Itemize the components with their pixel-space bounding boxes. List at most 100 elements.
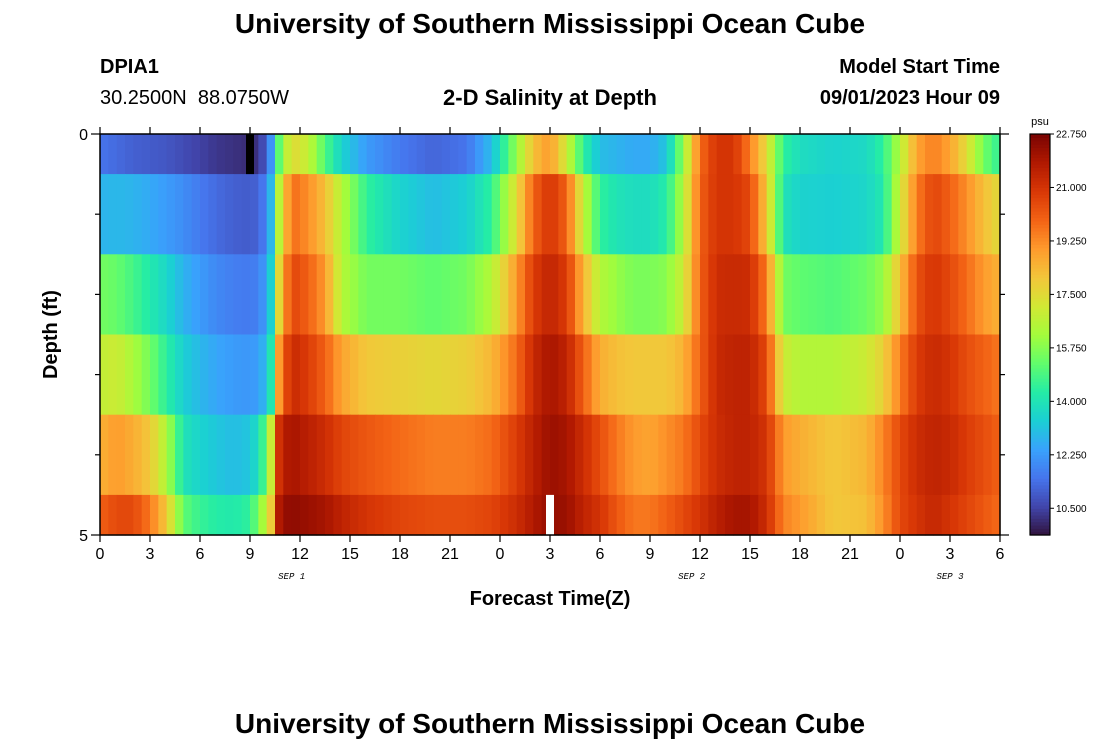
heatmap-cell — [991, 254, 1001, 336]
colorbar-segment — [1030, 508, 1050, 513]
heatmap-cell — [150, 254, 159, 336]
heatmap-cell — [883, 254, 893, 336]
heatmap-cell — [341, 334, 351, 416]
colorbar-segment — [1030, 448, 1050, 453]
heatmap-cell — [658, 254, 668, 336]
colorbar-segment — [1030, 297, 1050, 302]
heatmap-cell — [933, 174, 943, 255]
heatmap-cell — [608, 134, 618, 175]
heatmap-cell — [983, 174, 993, 255]
heatmap-cell — [983, 334, 993, 416]
heatmap-cell — [758, 134, 768, 175]
heatmap-cell — [216, 334, 226, 416]
colorbar-segment — [1030, 404, 1050, 409]
x-tick-label: 0 — [496, 546, 505, 563]
heatmap-cell — [133, 174, 143, 255]
heatmap-cell — [891, 414, 901, 496]
heatmap-cell — [966, 174, 976, 255]
heatmap-cell — [766, 134, 776, 175]
colorbar-segment — [1030, 464, 1050, 469]
heatmap-cell — [725, 174, 734, 255]
heatmap-cell — [133, 134, 143, 175]
heatmap-cell — [275, 334, 284, 416]
heatmap-cell — [750, 174, 759, 255]
heatmap-cell — [116, 414, 126, 496]
heatmap-cell — [908, 134, 918, 175]
colorbar-tick-label: 10.500 — [1056, 504, 1087, 515]
heatmap-cell — [300, 134, 309, 175]
heatmap-cell — [825, 174, 834, 255]
heatmap-cell — [141, 414, 151, 496]
y-tick-label: 0 — [79, 127, 88, 144]
heatmap-cell — [925, 414, 934, 496]
heatmap-cell — [183, 334, 193, 416]
colorbar-segment — [1030, 361, 1050, 366]
heatmap-cell — [800, 334, 809, 416]
heatmap-cell — [283, 134, 293, 175]
colorbar-segment — [1030, 511, 1050, 516]
colorbar-segment — [1030, 321, 1050, 326]
heatmap-cell — [216, 134, 226, 175]
heatmap-cell — [741, 334, 751, 416]
heatmap-cell — [550, 174, 559, 255]
heatmap-cell — [133, 254, 143, 336]
x-tick-label: 6 — [196, 546, 205, 563]
heatmap-cell — [550, 254, 559, 336]
heatmap-cell — [875, 494, 884, 536]
heatmap-cell — [616, 414, 626, 496]
heatmap-cell — [358, 414, 368, 496]
heatmap-cell — [733, 334, 743, 416]
heatmap-cell — [633, 334, 643, 416]
heatmap-cell — [550, 334, 559, 416]
heatmap-cell — [716, 134, 726, 175]
heatmap-cell — [158, 254, 168, 336]
heatmap-cell — [416, 174, 426, 255]
heatmap-cell — [433, 414, 443, 496]
heatmap-cell — [391, 134, 401, 175]
heatmap-cell — [258, 494, 268, 536]
heatmap-cell — [941, 254, 951, 336]
heatmap-cell — [275, 174, 284, 255]
heatmap-cell — [408, 414, 418, 496]
colorbar-segment — [1030, 528, 1050, 533]
heatmap-cell — [641, 174, 651, 255]
heatmap-cell — [841, 134, 851, 175]
heatmap-cell — [608, 334, 618, 416]
x-tick-label: 6 — [596, 546, 605, 563]
heatmap-cell — [183, 174, 193, 255]
heatmap-cell — [283, 334, 293, 416]
heatmap-cell — [266, 414, 276, 496]
heatmap-cell — [325, 414, 334, 496]
heatmap-cell — [666, 334, 676, 416]
heatmap-cell — [366, 134, 376, 175]
heatmap-cell — [858, 334, 868, 416]
heatmap-cell — [983, 414, 993, 496]
heatmap-cell — [783, 134, 793, 175]
heatmap-cell — [675, 494, 684, 536]
heatmap-cell — [108, 494, 118, 536]
heatmap-cell — [400, 134, 409, 175]
heatmap-cell — [916, 414, 926, 496]
x-tick-label: 12 — [691, 546, 709, 563]
heatmap-cell — [291, 254, 301, 336]
heatmap-cell — [208, 174, 218, 255]
colorbar-segment — [1030, 240, 1050, 245]
heatmap-cell — [958, 414, 968, 496]
heatmap-cell — [750, 494, 759, 536]
heatmap-cell — [866, 334, 876, 416]
heatmap-cell — [425, 494, 434, 536]
heatmap-cell — [358, 134, 368, 175]
heatmap-cell — [833, 254, 843, 336]
page-title-bottom: University of Southern Mississippi Ocean… — [234, 708, 866, 739]
x-tick-label: 21 — [841, 546, 859, 563]
colorbar-segment — [1030, 411, 1050, 416]
colorbar-segment — [1030, 314, 1050, 319]
heatmap-cell — [833, 414, 843, 496]
heatmap-cell — [116, 174, 126, 255]
heatmap-cell — [258, 174, 268, 255]
heatmap-cell — [316, 254, 326, 336]
heatmap-cell — [108, 414, 118, 496]
colorbar-segment — [1030, 134, 1050, 138]
heatmap-cell — [891, 254, 901, 336]
heatmap-cell — [600, 494, 609, 536]
